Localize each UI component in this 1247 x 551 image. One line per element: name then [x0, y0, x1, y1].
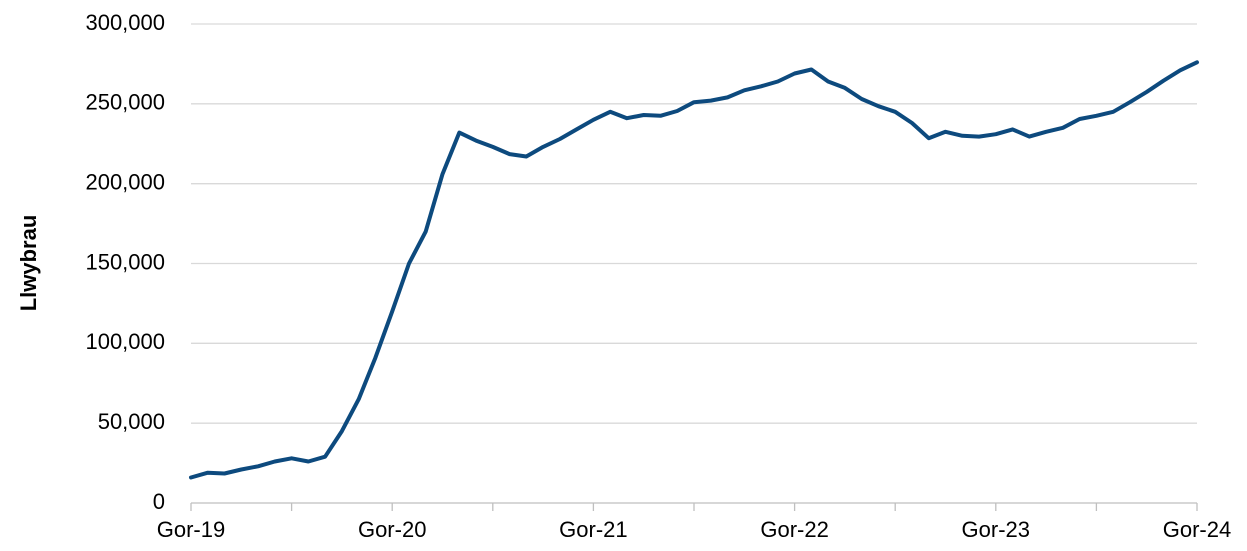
y-axis-label: Llwybrau: [16, 215, 41, 312]
y-tick-label: 50,000: [98, 409, 165, 434]
x-tick-label: Gor-20: [358, 517, 426, 542]
x-tick-label: Gor-24: [1163, 517, 1231, 542]
y-tick-label: 150,000: [85, 249, 165, 274]
y-tick-label: 0: [153, 489, 165, 514]
x-tick-label: Gor-21: [559, 517, 627, 542]
x-tick-label: Gor-22: [760, 517, 828, 542]
data-line: [189, 60, 1199, 480]
y-tick-label: 100,000: [85, 329, 165, 354]
y-tick-label: 300,000: [85, 10, 165, 35]
x-tick-label: Gor-23: [962, 517, 1030, 542]
x-tick-label: Gor-19: [157, 517, 225, 542]
y-tick-label: 250,000: [85, 90, 165, 115]
y-tick-label: 200,000: [85, 169, 165, 194]
